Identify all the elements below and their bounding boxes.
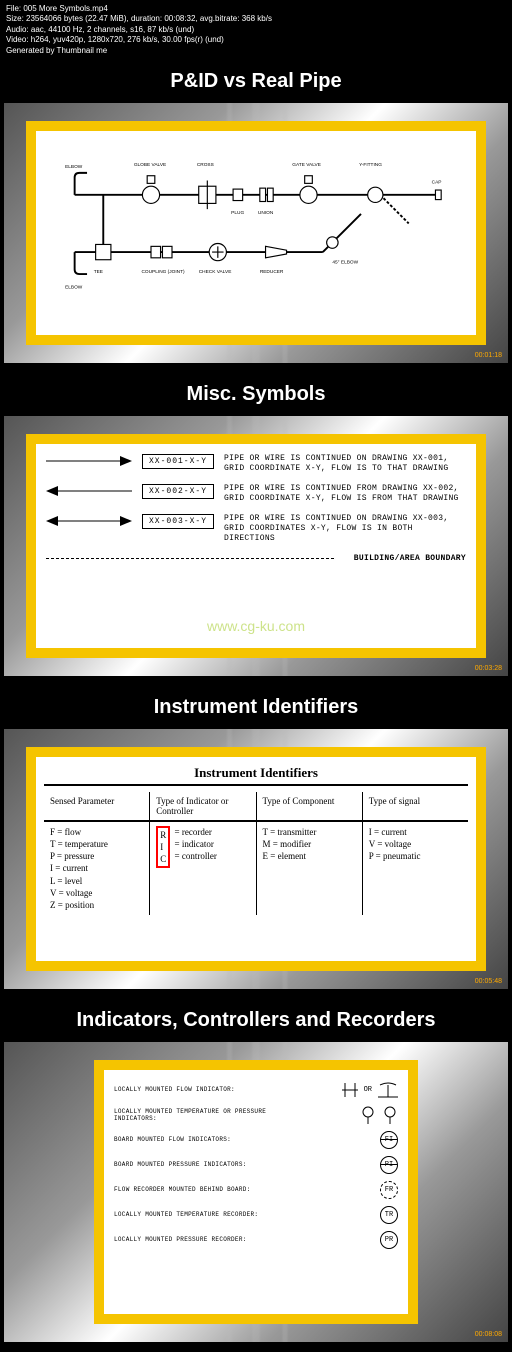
svg-text:CROSS: CROSS xyxy=(197,162,214,168)
col-header: Sensed Parameter xyxy=(44,792,150,822)
misc-row: XX-002-X-Y PIPE OR WIRE IS CONTINUED FRO… xyxy=(46,484,466,504)
orifice-icon xyxy=(342,1081,358,1099)
indicator-row: LOCALLY MOUNTED TEMPERATURE OR PRESSURE … xyxy=(114,1103,398,1128)
gauge-icon xyxy=(360,1106,376,1124)
cell-sensed: F = flow T = temperature P = pressure I … xyxy=(44,822,150,915)
timestamp: 00:03:28 xyxy=(475,665,502,672)
drawing-tag: XX-001-X-Y xyxy=(142,454,214,469)
timestamp: 00:01:18 xyxy=(475,352,502,359)
arrow-both xyxy=(46,514,132,528)
instrument-bubble: FI xyxy=(380,1131,398,1149)
section-title-4: Indicators, Controllers and Recorders xyxy=(0,999,512,1042)
symbol-group: PR xyxy=(380,1231,398,1249)
symbol-group: PI xyxy=(380,1156,398,1174)
symbol-group: FI xyxy=(380,1131,398,1149)
orifice-alt-icon xyxy=(378,1081,398,1099)
boundary-label: BUILDING/AREA BOUNDARY xyxy=(354,554,466,564)
indicator-row: FLOW RECORDER MOUNTED BEHIND BOARD: FR xyxy=(114,1178,398,1203)
misc-desc: PIPE OR WIRE IS CONTINUED FROM DRAWING X… xyxy=(224,484,466,504)
thumbnail-1: ELBOW GLOBE VALVE CROSS PLUG UNION GATE … xyxy=(4,103,508,363)
cell-signal: I = current V = voltage P = pneumatic xyxy=(363,822,468,915)
indicator-row: BOARD MOUNTED FLOW INDICATORS: FI xyxy=(114,1128,398,1153)
indicators-card: LOCALLY MOUNTED FLOW INDICATOR: OR LOCAL… xyxy=(94,1060,418,1324)
col-header: Type of Component xyxy=(257,792,363,822)
file-metadata: File: 005 More Symbols.mp4 Size: 2356406… xyxy=(0,0,512,60)
highlighted-codes: RIC xyxy=(156,826,170,868)
indicator-row: LOCALLY MOUNTED PRESSURE RECORDER: PR xyxy=(114,1228,398,1253)
meta-line: Video: h264, yuv420p, 1280x720, 276 kb/s… xyxy=(6,35,506,45)
section-title-3: Instrument Identifiers xyxy=(0,686,512,729)
col-header: Type of signal xyxy=(363,792,468,822)
cell-indicator: RIC = recorder= indicator= controller xyxy=(150,822,256,915)
misc-desc: PIPE OR WIRE IS CONTINUED ON DRAWING XX-… xyxy=(224,454,466,474)
pipe-diagram: ELBOW GLOBE VALVE CROSS PLUG UNION GATE … xyxy=(46,143,466,323)
instrument-bubble: PR xyxy=(380,1231,398,1249)
svg-text:CAP: CAP xyxy=(432,179,442,185)
svg-text:Y-FITTING: Y-FITTING xyxy=(359,162,382,168)
indicator-row: LOCALLY MOUNTED FLOW INDICATOR: OR xyxy=(114,1078,398,1103)
svg-text:COUPLING (JOINT): COUPLING (JOINT) xyxy=(141,269,185,275)
symbol-group: OR xyxy=(342,1081,398,1099)
svg-text:PLUG: PLUG xyxy=(231,210,244,216)
drawing-tag: XX-002-X-Y xyxy=(142,484,214,499)
meta-line: Size: 23564066 bytes (22.47 MiB), durati… xyxy=(6,14,506,24)
thumbnail-2: XX-001-X-Y PIPE OR WIRE IS CONTINUED ON … xyxy=(4,416,508,676)
svg-text:GATE VALVE: GATE VALVE xyxy=(292,162,321,168)
instrument-bubble: PI xyxy=(380,1156,398,1174)
indicator-row: BOARD MOUNTED PRESSURE INDICATORS: PI xyxy=(114,1153,398,1178)
symbol-group xyxy=(360,1106,398,1124)
thumbnail-4: LOCALLY MOUNTED FLOW INDICATOR: OR LOCAL… xyxy=(4,1042,508,1342)
meta-line: Generated by Thumbnail me xyxy=(6,46,506,56)
svg-text:REDUCER: REDUCER xyxy=(260,269,284,275)
timestamp: 00:05:48 xyxy=(475,978,502,985)
svg-text:UNION: UNION xyxy=(258,210,274,216)
meta-line: File: 005 More Symbols.mp4 xyxy=(6,4,506,14)
cell-component: T = transmitter M = modifier E = element xyxy=(257,822,363,915)
dashed-line xyxy=(46,558,334,559)
section-title-1: P&ID vs Real Pipe xyxy=(0,60,512,103)
svg-text:45° ELBOW: 45° ELBOW xyxy=(332,259,358,265)
indicator-row: LOCALLY MOUNTED TEMPERATURE RECORDER: TR xyxy=(114,1203,398,1228)
symbol-group: FR xyxy=(380,1181,398,1199)
table-header-row: Sensed Parameter Type of Indicator or Co… xyxy=(44,792,468,822)
drawing-tag: XX-003-X-Y xyxy=(142,514,214,529)
misc-row: XX-001-X-Y PIPE OR WIRE IS CONTINUED ON … xyxy=(46,454,466,474)
arrow-left-line xyxy=(46,484,132,498)
section-title-2: Misc. Symbols xyxy=(0,373,512,416)
boundary-row: BUILDING/AREA BOUNDARY xyxy=(46,554,466,564)
timestamp: 00:08:08 xyxy=(475,1331,502,1338)
meta-line: Audio: aac, 44100 Hz, 2 channels, s16, 8… xyxy=(6,25,506,35)
table-body-row: F = flow T = temperature P = pressure I … xyxy=(44,822,468,915)
col-header: Type of Indicator or Controller xyxy=(150,792,256,822)
svg-text:ELBOW: ELBOW xyxy=(65,164,83,170)
misc-row: XX-003-X-Y PIPE OR WIRE IS CONTINUED ON … xyxy=(46,514,466,544)
gauge-icon xyxy=(382,1106,398,1124)
instrument-table-card: Instrument Identifiers Sensed Parameter … xyxy=(26,747,486,971)
thumbnail-3: Instrument Identifiers Sensed Parameter … xyxy=(4,729,508,989)
svg-text:TEE: TEE xyxy=(94,269,103,275)
symbol-group: TR xyxy=(380,1206,398,1224)
svg-text:CHECK VALVE: CHECK VALVE xyxy=(199,269,232,275)
misc-desc: PIPE OR WIRE IS CONTINUED ON DRAWING XX-… xyxy=(224,514,466,544)
pid-pipe-card: ELBOW GLOBE VALVE CROSS PLUG UNION GATE … xyxy=(26,121,486,345)
misc-symbols-card: XX-001-X-Y PIPE OR WIRE IS CONTINUED ON … xyxy=(26,434,486,658)
table-title: Instrument Identifiers xyxy=(44,765,468,786)
arrow-right xyxy=(46,454,132,468)
svg-text:ELBOW: ELBOW xyxy=(65,284,83,290)
svg-text:GLOBE VALVE: GLOBE VALVE xyxy=(134,162,166,168)
instrument-bubble-dashed: FR xyxy=(380,1181,398,1199)
instrument-bubble: TR xyxy=(380,1206,398,1224)
